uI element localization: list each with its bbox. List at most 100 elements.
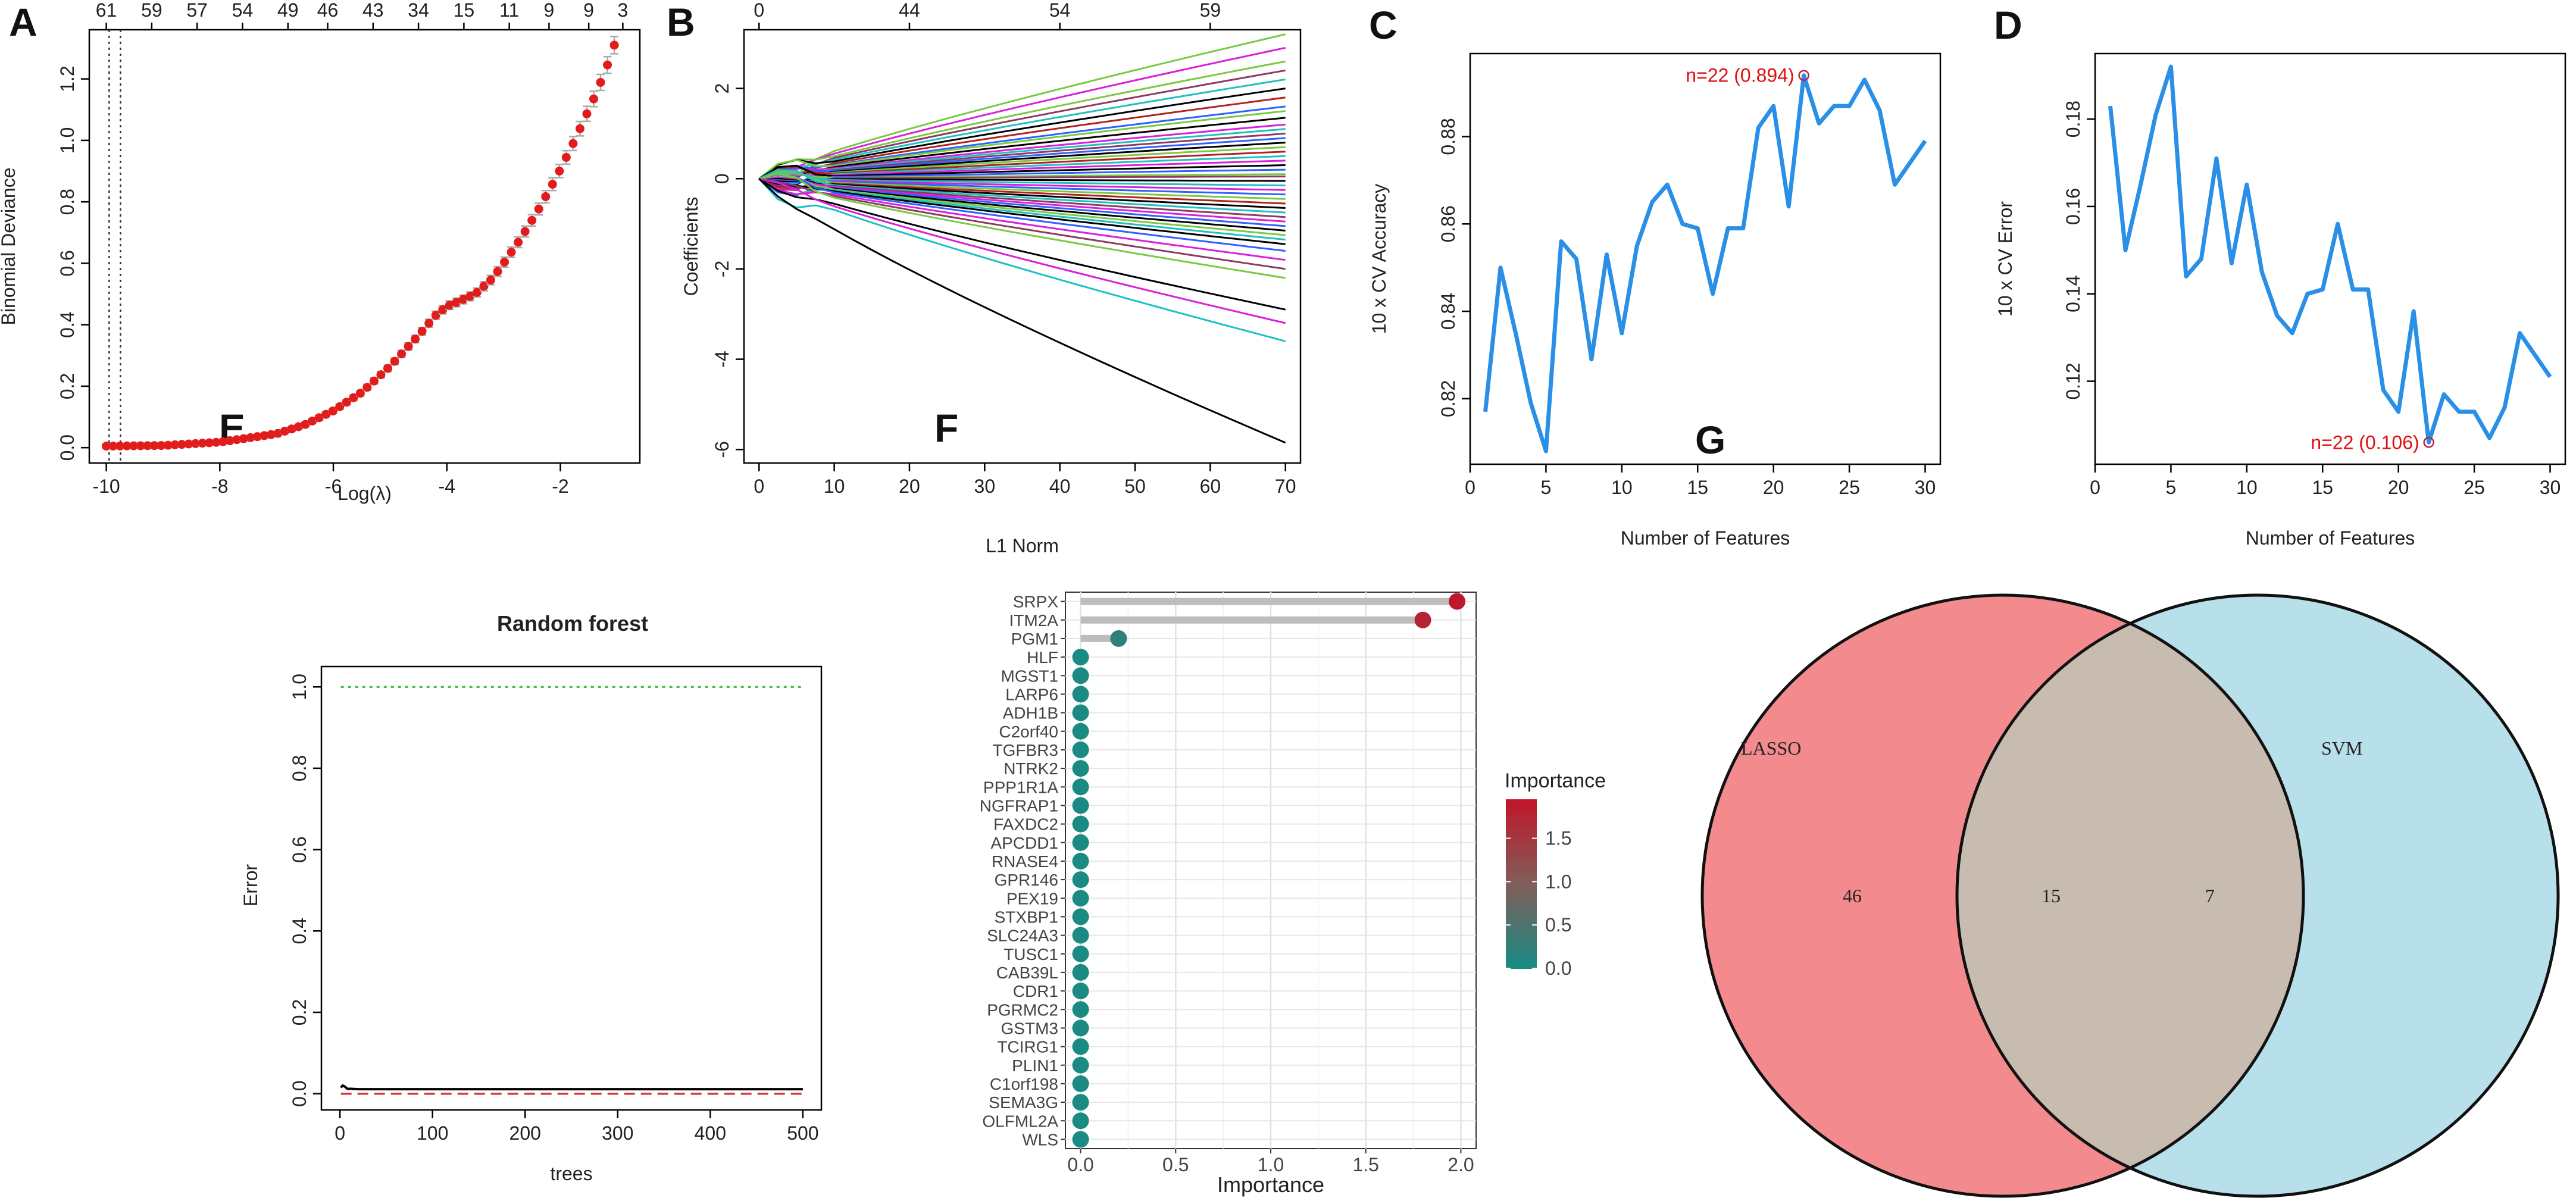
x-tick-label: 25 [2464, 477, 2485, 498]
deviance-point [287, 424, 296, 434]
coefficient-path [758, 110, 1286, 180]
coefficient-path [758, 168, 1286, 214]
legend-color-step [1506, 939, 1537, 944]
deviance-point [252, 432, 262, 442]
deviance-point [136, 441, 145, 451]
legend-color-step [1506, 959, 1537, 965]
error-series-OOB [340, 1084, 803, 1091]
deviance-point [246, 433, 255, 442]
best-point-label: n=22 (0.106) [2311, 431, 2419, 453]
x-tick-label: 70 [1275, 476, 1296, 497]
x-tick-label: 15 [2312, 477, 2333, 498]
gene-label: LARP6 [1005, 685, 1058, 703]
top-tick-label: 15 [454, 0, 475, 21]
x-tick-label: 0 [334, 1122, 345, 1144]
x-tick-label: -8 [211, 476, 228, 497]
deviance-point [452, 298, 461, 307]
lollipop-point [1072, 1112, 1089, 1130]
top-tick-label: 43 [362, 0, 384, 21]
coefficient-path [758, 105, 1286, 180]
deviance-point [534, 204, 543, 214]
deviance-point [260, 431, 269, 440]
lollipop-point [1072, 1056, 1089, 1074]
top-tick-label: 9 [583, 0, 594, 21]
legend-color-step [1506, 926, 1537, 931]
coefficient-path [758, 164, 1286, 180]
y-axis-title: Coefficients [680, 197, 702, 296]
legend-color-step [1506, 930, 1537, 936]
legend-color-step [1506, 812, 1537, 817]
gene-label: NTRK2 [1003, 759, 1058, 778]
x-tick-label: 20 [899, 476, 920, 497]
legend-color-step [1506, 850, 1537, 855]
gene-label: SEMA3G [989, 1093, 1058, 1112]
lollipop-point [1072, 741, 1089, 758]
deviance-point [349, 393, 358, 402]
coefficient-path [759, 177, 1286, 183]
best-point-marker [1798, 70, 1809, 81]
legend-color-step [1506, 964, 1537, 969]
x-axis-title: Number of Features [2246, 527, 2415, 549]
coefficient-path [758, 87, 1286, 180]
gene-label: C2orf40 [999, 723, 1058, 741]
deviance-point [431, 311, 440, 320]
x-tick-label: 400 [695, 1122, 726, 1144]
legend-color-step [1506, 888, 1537, 893]
coefficient-path [759, 117, 1286, 181]
deviance-point [458, 295, 468, 304]
y-tick-label: 2 [711, 83, 733, 94]
legend-color-step [1506, 828, 1537, 834]
panel-label-D: D [1994, 3, 2022, 47]
coefficient-path [759, 159, 1286, 180]
x-tick-label: -4 [439, 476, 455, 497]
deviance-point [438, 305, 448, 314]
deviance-point [273, 429, 283, 438]
deviance-point [170, 440, 180, 449]
coefficient-path [759, 177, 1286, 209]
lollipop-point [1072, 927, 1089, 944]
top-tick-label: 11 [499, 0, 519, 21]
panel-d-cv-error: 0 5 10 15 20 25 30 0.12 0.14 0.16 0.18 Number of Fe… [1994, 52, 2566, 549]
coefficient-path [759, 177, 1286, 245]
legend-tick-label: 1.5 [1545, 828, 1571, 849]
venn-outline-svm [1955, 593, 2560, 1198]
chart-title: Random forest [497, 611, 648, 636]
deviance-point [376, 370, 386, 380]
panel-label-F: F [934, 406, 958, 450]
lollipop-point [1072, 1131, 1089, 1148]
y-axis-title: 10 x CV Accuracy [1368, 184, 1390, 334]
deviance-point [115, 441, 125, 451]
coefficient-path [758, 177, 1286, 191]
lollipop-point [1072, 945, 1089, 962]
legend-color-step [1506, 884, 1537, 889]
y-tick-label: -2 [711, 261, 733, 277]
panel-c-cv-accuracy: 0 5 10 15 20 25 30 0.82 0.84 0.86 0.88 Number of Fe… [1368, 52, 1942, 549]
legend-tick-label: 0.0 [1545, 958, 1571, 979]
legend-title: Importance [1505, 770, 1606, 792]
legend-color-step [1506, 833, 1537, 838]
lollipop-point [1072, 686, 1089, 703]
y-tick-label: 0.4 [289, 918, 310, 944]
gene-label: GPR146 [995, 871, 1058, 889]
lollipop-point [1072, 871, 1089, 889]
lollipop-point [1072, 797, 1089, 814]
x-tick-label: 10 [2236, 477, 2258, 498]
coefficient-path [759, 168, 1286, 184]
lollipop-point [1449, 593, 1466, 610]
cv-line [2108, 64, 2552, 445]
venn-outline-lasso [1700, 593, 2305, 1198]
legend-color-step [1506, 837, 1537, 842]
legend-color-step [1506, 879, 1537, 884]
top-tick-label: 59 [1200, 0, 1221, 21]
y-tick-label: 0.8 [289, 755, 310, 781]
plot-frame [320, 665, 823, 1111]
coefficient-path [758, 60, 1286, 180]
top-tick-label: 61 [96, 0, 117, 21]
coefficient-path [759, 33, 1286, 182]
deviance-point [143, 441, 152, 451]
top-tick-label: 46 [317, 0, 339, 21]
deviance-point [548, 180, 557, 189]
coefficient-path [758, 173, 1286, 252]
x-tick-label: 25 [1839, 477, 1860, 498]
deviance-point [424, 318, 434, 328]
